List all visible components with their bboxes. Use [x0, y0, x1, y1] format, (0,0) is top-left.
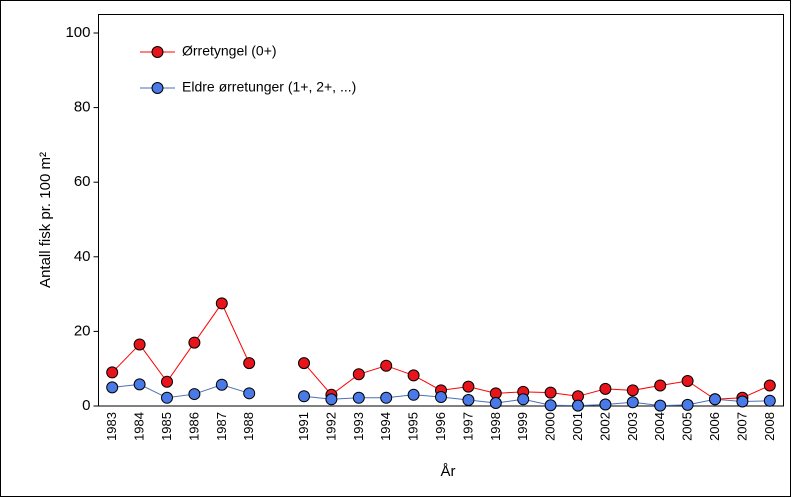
x-tick-label: 2004: [652, 412, 667, 441]
legend-marker: [151, 46, 164, 58]
marker: [380, 359, 393, 372]
x-tick-label: 2003: [625, 412, 640, 441]
x-tick-label: 2000: [543, 412, 558, 441]
y-axis-title: Antall fisk pr. 100 m²: [37, 152, 54, 288]
marker: [352, 368, 365, 381]
x-tick-label: 2007: [734, 412, 749, 441]
marker: [133, 338, 146, 351]
marker: [626, 396, 639, 409]
y-tick-label: 100: [65, 24, 90, 41]
y-tick-label: 40: [74, 248, 91, 265]
y-tick-label: 20: [74, 322, 91, 339]
x-tick-label: 1997: [460, 412, 475, 441]
marker: [599, 382, 612, 395]
marker: [626, 384, 639, 397]
x-tick-label: 1999: [515, 412, 530, 441]
x-tick-label: 1996: [433, 412, 448, 441]
x-tick-label: 1993: [351, 412, 366, 441]
marker: [352, 391, 365, 404]
marker: [133, 378, 146, 391]
x-axis-title: År: [441, 463, 456, 480]
x-tick-label: 1988: [241, 412, 256, 441]
marker: [489, 397, 502, 410]
marker: [243, 357, 256, 370]
marker: [325, 393, 338, 406]
x-tick-label: 2005: [680, 412, 695, 441]
marker: [709, 393, 721, 406]
marker: [161, 391, 173, 404]
marker: [572, 399, 584, 412]
legend-label: Eldre ørretunger (1+, 2+, ...): [182, 79, 356, 95]
plot-area: [98, 14, 784, 407]
x-tick-label: 1991: [296, 412, 311, 441]
marker: [654, 399, 667, 412]
marker: [188, 388, 201, 401]
y-tick-label: 60: [74, 173, 91, 190]
y-tick-label: 80: [74, 99, 91, 116]
marker: [188, 336, 201, 349]
marker: [462, 380, 475, 393]
x-tick-label: 1998: [488, 412, 503, 441]
marker: [106, 381, 119, 394]
marker: [215, 297, 228, 310]
marker: [544, 399, 557, 412]
marker: [380, 391, 393, 404]
x-tick-label: 1983: [104, 412, 119, 441]
x-tick-label: 1994: [378, 412, 393, 441]
x-tick-label: 1995: [406, 412, 421, 441]
legend-label: Ørretyngel (0+): [182, 43, 277, 59]
x-tick-label: 1987: [214, 412, 229, 441]
marker: [298, 390, 310, 403]
marker: [763, 379, 776, 392]
marker: [654, 379, 667, 392]
x-tick-label: 2002: [597, 412, 612, 441]
x-tick-label: 1992: [323, 412, 338, 441]
y-tick-label: 0: [82, 397, 90, 414]
x-tick-label: 1985: [159, 412, 174, 441]
marker: [681, 375, 694, 388]
marker: [462, 394, 475, 407]
marker: [106, 366, 119, 379]
marker: [681, 398, 694, 411]
marker: [736, 395, 749, 408]
x-tick-label: 1986: [186, 412, 201, 441]
marker: [435, 391, 447, 404]
marker: [407, 388, 420, 401]
marker: [544, 386, 557, 399]
marker: [215, 378, 228, 391]
marker: [243, 387, 256, 400]
legend-marker: [151, 82, 164, 94]
marker: [517, 393, 530, 406]
x-tick-label: 2001: [570, 412, 585, 441]
x-tick-label: 2006: [707, 412, 722, 441]
x-tick-label: 2008: [762, 412, 777, 441]
marker: [298, 357, 310, 370]
marker: [763, 394, 776, 407]
x-tick-label: 1984: [132, 412, 147, 441]
marker: [161, 375, 173, 388]
marker: [599, 398, 612, 411]
marker: [407, 369, 420, 382]
